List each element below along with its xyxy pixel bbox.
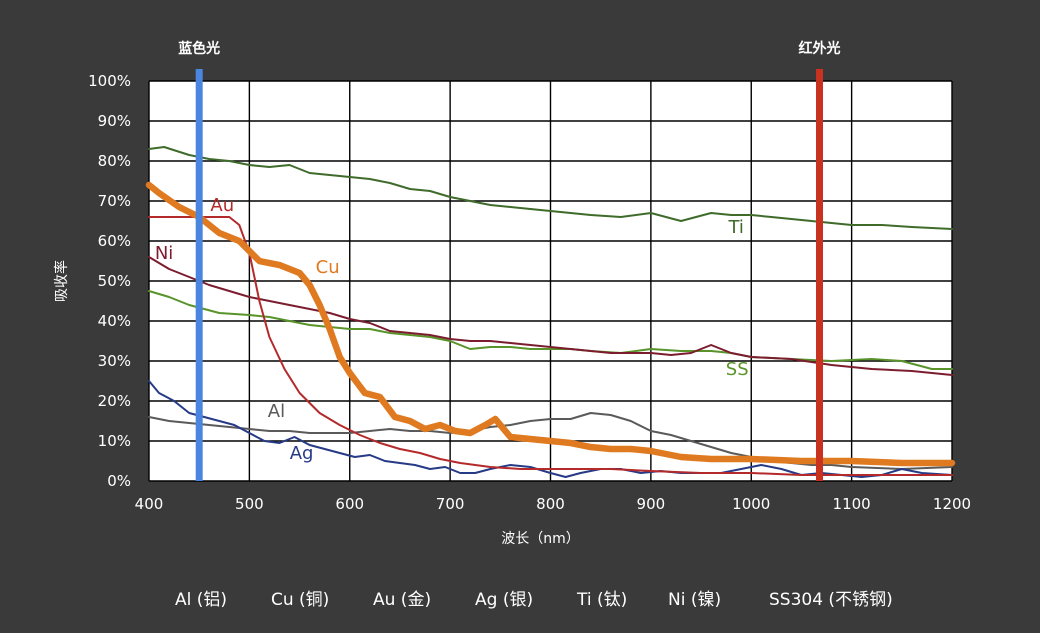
series-label-au: Au: [210, 195, 234, 216]
legend-item-ni: Ni (镍): [668, 590, 722, 610]
legend-item-al: Al (铝): [175, 590, 228, 610]
series-label-ti: Ti: [727, 217, 743, 238]
x-tick-label: 1200: [933, 495, 971, 513]
x-tick-label: 900: [637, 495, 666, 513]
x-tick-label: 600: [335, 495, 364, 513]
legend-item-ti: Ti (钛): [577, 590, 628, 610]
series-label-ni: Ni: [155, 243, 173, 264]
legend-item-ag: Ag (银): [475, 590, 534, 610]
y-tick-label: 40%: [98, 312, 131, 330]
y-tick-label: 60%: [98, 232, 131, 250]
series-label-ag: Ag: [290, 443, 314, 464]
legend-item-ss304: SS304 (不锈钢): [769, 590, 893, 610]
x-tick-label: 1000: [732, 495, 770, 513]
y-tick-label: 20%: [98, 392, 131, 410]
x-tick-label: 500: [235, 495, 264, 513]
y-tick-label: 80%: [98, 152, 131, 170]
y-axis-title: 吸收率: [53, 260, 70, 302]
series-label-al: Al: [268, 401, 285, 422]
series-label-ss: SS: [726, 359, 749, 380]
infrared-label: 红外光: [799, 40, 841, 57]
series-line-ni: [148, 256, 953, 376]
y-tick-label: 0%: [107, 472, 131, 490]
y-tick-label: 30%: [98, 352, 131, 370]
y-tick-label: 90%: [98, 112, 131, 130]
blue-light-label: 蓝色光: [178, 40, 220, 57]
series-line-ti: [148, 146, 953, 230]
series-label-cu: Cu: [316, 257, 340, 278]
y-tick-label: 10%: [98, 432, 131, 450]
x-tick-label: 400: [135, 495, 164, 513]
y-tick-label: 50%: [98, 272, 131, 290]
x-tick-label: 700: [436, 495, 465, 513]
x-axis-title: 波长（nm）: [501, 531, 580, 547]
series-line-au: [148, 216, 953, 476]
legend-item-cu: Cu (铜): [271, 590, 330, 610]
legend: Al (铝) Cu (铜) Au (金) Ag (银) Ti (钛) Ni (镍…: [0, 585, 1040, 615]
legend-item-au: Au (金): [373, 590, 432, 610]
y-tick-label: 70%: [98, 192, 131, 210]
x-tick-label: 800: [536, 495, 565, 513]
series-line-cu: [145, 181, 956, 467]
x-tick-label: 1100: [833, 495, 871, 513]
series-line-ag: [148, 380, 953, 478]
y-tick-label: 100%: [88, 72, 131, 90]
